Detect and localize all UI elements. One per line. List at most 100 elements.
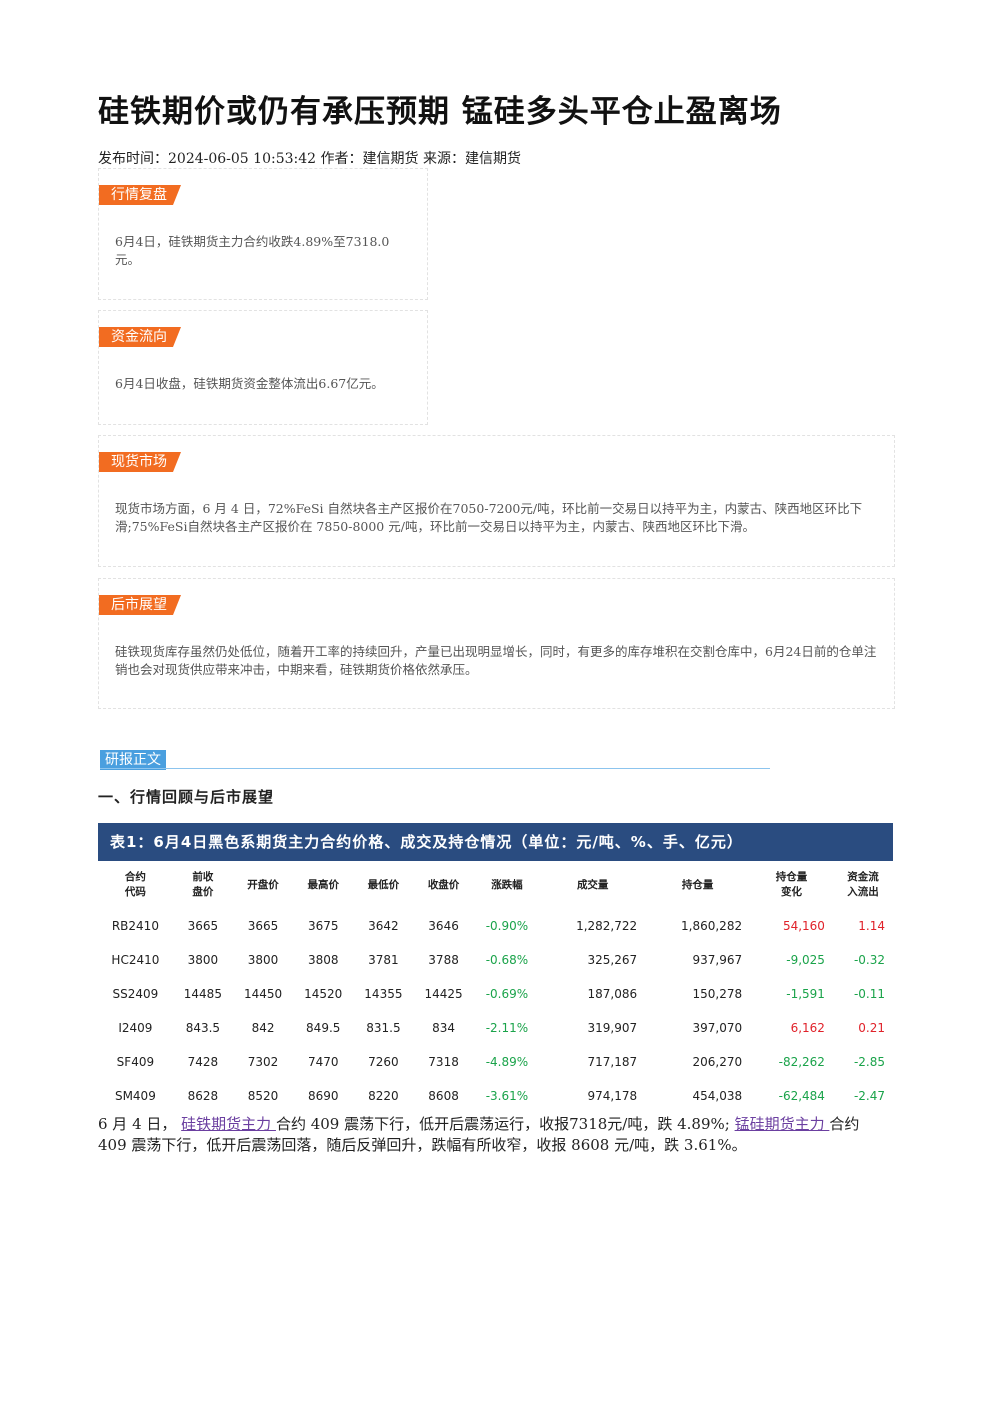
table-cell: 1,860,282 <box>681 919 743 933</box>
column-header: 合约 代码 <box>98 861 173 909</box>
link[interactable]: 锰硅期货主力 <box>734 1115 830 1133</box>
table-cell: SS2409 <box>112 987 159 1001</box>
table-row: SM409 8628 8520 8690 8220 8608 -3.61% 974,178 45… <box>98 1079 893 1113</box>
table-cell: SF409 <box>116 1055 155 1069</box>
table-cell: 14425 <box>424 987 463 1001</box>
table-cell: 14355 <box>364 987 403 1001</box>
section-text: 现货市场方面，6 月 4 日，72%FeSi 自然块各主产区报价在7050-72… <box>115 501 863 534</box>
header-line: 前收 <box>192 871 214 883</box>
table-cell: -2.11% <box>485 1021 529 1035</box>
header-line: 代码 <box>124 886 146 898</box>
paragraph: 6 月 4 日， 硅铁期货主力 合约 409 震荡下行，低开后震荡运行，收报73… <box>98 1114 878 1156</box>
table-cell: -0.68% <box>485 953 529 967</box>
table-cell: -2.85 <box>853 1055 885 1069</box>
table-cell: 3642 <box>368 919 399 933</box>
table-cell: 8220 <box>368 1089 399 1103</box>
header-row: 合约 代码 前收 盘价 开盘价 最高价 最低价 收盘价 涨跌幅 成交量 持仓量 持仓量 变化 资金流 入流出 <box>98 861 893 909</box>
table-cell: 8690 <box>307 1089 339 1103</box>
table-cell: 842 <box>251 1021 275 1035</box>
header-line: 涨跌幅 <box>491 878 523 891</box>
table-cell: 843.5 <box>185 1021 221 1035</box>
text: 合约 409 震荡下行，低开后震荡回落，随后反弹回升，跌幅有所收窄，收报 860… <box>98 1115 860 1154</box>
table-cell: 319,907 <box>587 1021 638 1035</box>
table-cell: 8520 <box>247 1089 279 1103</box>
column-header: 持仓量 变化 <box>750 861 833 909</box>
text: 合约 409 震荡下行，低开后震荡运行，收报7318元/吨，跌 4.89%; <box>275 1115 735 1133</box>
column-header: 涨跌幅 <box>474 861 541 909</box>
table-row: SF409 7428 7302 7470 7260 7318 -4.89% 717,187 20… <box>98 1045 893 1079</box>
table-cell: 3646 <box>428 919 459 933</box>
column-header: 资金流 入流出 <box>833 861 893 909</box>
section-tag: 行情复盘 <box>99 185 181 205</box>
table-cell: -2.47 <box>853 1089 885 1103</box>
table-cell: 1,282,722 <box>576 919 638 933</box>
table-cell: 54,160 <box>782 919 825 933</box>
table-cell: -0.11 <box>853 987 885 1001</box>
header-line: 成交量 <box>576 878 609 891</box>
header-line: 资金流 <box>847 871 879 883</box>
table-cell: 397,070 <box>692 1021 743 1035</box>
report-tag: 研报正文 <box>100 750 166 770</box>
section-tag: 现货市场 <box>99 452 181 472</box>
table-cell: -9,025 <box>786 953 825 967</box>
table-cell: -3.61% <box>485 1089 529 1103</box>
text: 6 月 4 日， <box>98 1115 182 1133</box>
table-cell: -4.89% <box>485 1055 529 1069</box>
table-cell: -0.90% <box>485 919 529 933</box>
table-cell: 187,086 <box>587 987 638 1001</box>
header-line: 开盘价 <box>247 878 279 891</box>
table-cell: 3665 <box>187 919 219 933</box>
table-cell: 834 <box>432 1021 456 1035</box>
table: 表1：6月4日黑色系期货主力合约价格、成交及持仓情况（单位：元/吨、%、手、亿元… <box>98 823 893 1113</box>
table-cell: 8628 <box>187 1089 219 1103</box>
table-cell: 7428 <box>187 1055 219 1069</box>
table-cell: 3800 <box>187 953 219 967</box>
table-cell: 6,162 <box>790 1021 825 1035</box>
table-cell: 3788 <box>428 953 459 967</box>
table-cell: -1,591 <box>786 987 825 1001</box>
table-cell: 3808 <box>307 953 339 967</box>
header-line: 持仓量 <box>681 878 714 891</box>
header-line: 最高价 <box>307 878 339 891</box>
section-box: 行情复盘 6月4日，硅铁期货主力合约收跌4.89%至7318.0元。 <box>98 168 428 300</box>
column-header: 最低价 <box>353 861 413 909</box>
table-row: HC2410 3800 3800 3808 3781 3788 -0.68% 325,267 9… <box>98 943 893 977</box>
header-line: 持仓量 <box>775 871 808 883</box>
link[interactable]: 硅铁期货主力 <box>181 1115 276 1133</box>
table-cell: RB2410 <box>111 919 159 933</box>
data-table: 合约 代码 前收 盘价 开盘价 最高价 最低价 收盘价 涨跌幅 成交量 持仓量 持仓量 变化 资金流 入流出… <box>98 861 893 1113</box>
table-cell: 454,038 <box>692 1089 743 1103</box>
column-header: 持仓量 <box>645 861 750 909</box>
table-cell: 325,267 <box>587 953 638 967</box>
table-cell: 7318 <box>428 1055 459 1069</box>
table-cell: 14485 <box>183 987 222 1001</box>
table-cell: 3781 <box>368 953 399 967</box>
table-caption: 表1：6月4日黑色系期货主力合约价格、成交及持仓情况（单位：元/吨、%、手、亿元… <box>98 823 893 861</box>
section-text: 6月4日，硅铁期货主力合约收跌4.89%至7318.0元。 <box>115 234 390 267</box>
table-cell: 206,270 <box>692 1055 743 1069</box>
table-row: I2409 843.5 842 849.5 831.5 834 -2.11% 319,907 3… <box>98 1011 893 1045</box>
table-cell: 3665 <box>247 919 279 933</box>
table-cell: I2409 <box>118 1021 153 1035</box>
column-header: 成交量 <box>540 861 645 909</box>
column-header: 最高价 <box>293 861 353 909</box>
table-cell: 3675 <box>307 919 339 933</box>
section-box: 现货市场现货市场方面，6 月 4 日，72%FeSi 自然块各主产区报价在705… <box>98 435 895 567</box>
header-line: 合约 <box>124 871 146 883</box>
column-header: 收盘价 <box>413 861 473 909</box>
section-box: 资金流向 6月4日收盘，硅铁期货资金整体流出6.67亿元。 <box>98 310 428 425</box>
meta: 发布时间：2024-06-05 10:53:42 作者：建信期货 来源：建信期货 <box>98 151 521 167</box>
divider <box>100 768 770 769</box>
column-header: 开盘价 <box>233 861 293 909</box>
table-cell: 974,178 <box>587 1089 638 1103</box>
table-cell: 0.21 <box>858 1021 885 1035</box>
header-line: 收盘价 <box>427 878 460 891</box>
header-line: 入流出 <box>847 886 879 898</box>
table-cell: 7302 <box>247 1055 279 1069</box>
header-line: 盘价 <box>192 886 214 898</box>
header-line: 最低价 <box>367 878 400 891</box>
table-cell: 7260 <box>368 1055 399 1069</box>
table-cell: 7470 <box>307 1055 339 1069</box>
table-cell: 717,187 <box>587 1055 638 1069</box>
section-box: 后市展望 硅铁现货库存虽然仍处低位，随着开工率的持续回升，产量已出现明显增长，同时… <box>98 578 895 709</box>
